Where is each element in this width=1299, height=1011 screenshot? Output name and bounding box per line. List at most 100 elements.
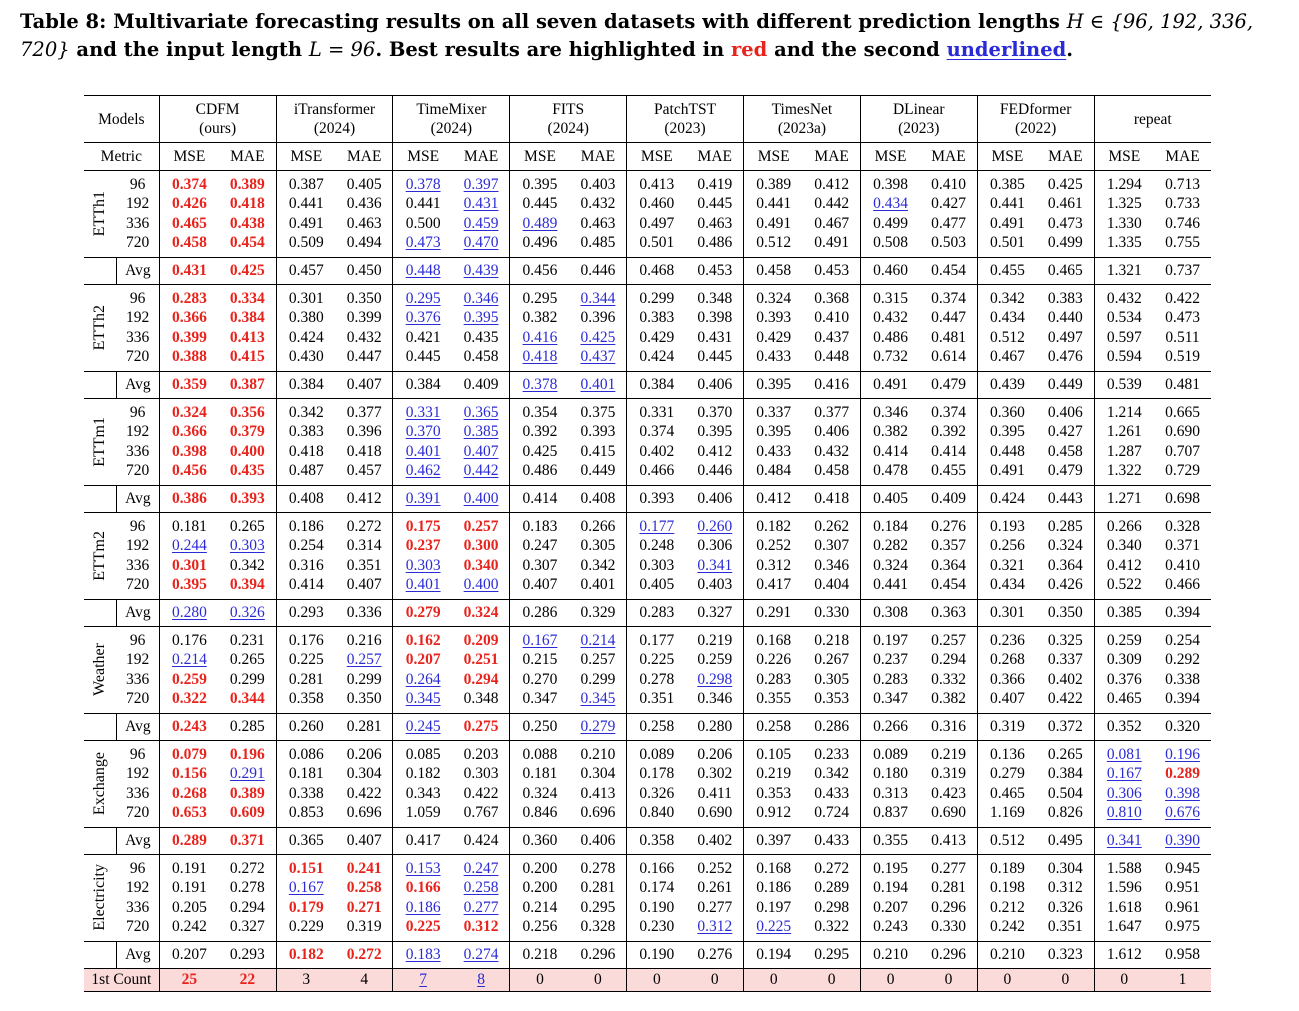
models-header-row: Models CDFM (ours) iTransformer (2024) TimeM…: [84, 95, 1211, 143]
value-text: 0.377: [346, 403, 382, 421]
value-cell: 0.346: [859, 398, 921, 423]
horizon-label: 336: [125, 670, 150, 688]
table-row: Weather 96 0.176 0.231 0.176 0.216 0.162 0.209 0…: [84, 626, 1211, 696]
value-text: 0.414: [931, 442, 966, 460]
value-text: 0.257: [346, 651, 382, 669]
value-text: 0.499: [873, 214, 908, 232]
table-row: 720 0.322 0.344 0.358 0.350 0.345 0.348 0.347 0.…: [84, 689, 1211, 714]
value-cell: 0.324: [859, 556, 921, 576]
horizon-label: 336: [125, 214, 150, 232]
value-text: 0.465: [989, 784, 1025, 802]
value-cell: 0.312: [453, 918, 510, 942]
value-cell: 0.449: [570, 462, 627, 486]
value-cell: 0.293: [219, 941, 277, 969]
value-text: 0.197: [756, 898, 792, 916]
value-text: 0.233: [814, 745, 850, 763]
value-cell: 0.346: [453, 285, 510, 309]
value-text: 0.382: [931, 690, 966, 708]
value-text: 0.316: [288, 556, 324, 574]
value-text: 0.196: [229, 745, 265, 763]
value-text: 0.458: [171, 234, 207, 252]
value-cell: 0.190: [626, 898, 687, 918]
value-text: 1.588: [1106, 859, 1142, 877]
value-cell: 0.406: [1037, 399, 1094, 423]
value-cell: 0.713: [1154, 171, 1211, 195]
value-text: 0.079: [171, 745, 207, 763]
value-cell: 0.105: [742, 740, 804, 765]
value-text: 0.389: [229, 175, 265, 193]
table-row: ETTm2 96 0.181 0.265 0.186 0.272 0.175 0.257 0.1…: [84, 512, 1211, 580]
value-cell: 0.489: [509, 214, 570, 234]
value-text: 0.207: [405, 651, 441, 669]
value-cell: 0.840: [626, 803, 687, 828]
value-text: 0.293: [229, 946, 265, 963]
value-cell: 0.441: [392, 194, 453, 214]
value-cell: 0.491: [803, 234, 860, 258]
value-text: 0.312: [463, 918, 499, 936]
value-cell: 0.324: [452, 599, 510, 627]
dataset-name: ETTh1: [91, 190, 109, 237]
value-cell: 0.395: [742, 422, 804, 442]
value-text: 0.272: [229, 859, 265, 877]
value-cell: 0.653: [158, 803, 220, 828]
value-cell: 0.402: [1037, 670, 1094, 690]
value-text: 0.272: [346, 517, 382, 535]
value-cell: 0.396: [570, 309, 627, 329]
value-text: 0.342: [989, 289, 1025, 307]
value-text: 0.376: [405, 309, 441, 327]
value-text: 1.294: [1106, 175, 1142, 193]
value-cell: 0.479: [920, 371, 978, 399]
value-cell: 0.294: [920, 651, 977, 671]
value-cell: 0.308: [859, 599, 921, 627]
value-cell: 0.394: [1154, 599, 1211, 627]
value-text: 0.265: [229, 517, 265, 535]
horizon-label: 720: [125, 462, 150, 480]
value-text: 0.193: [989, 517, 1025, 535]
value-cell: 0.405: [336, 171, 393, 195]
value-cell: 0.262: [803, 513, 860, 537]
value-text: 0.214: [580, 631, 616, 649]
value-cell: 0.277: [687, 898, 744, 918]
value-cell: 0.384: [1037, 765, 1094, 785]
value-cell: 0.400: [452, 485, 510, 513]
value-cell: 0.370: [392, 422, 453, 442]
table-row: 336 0.465 0.438 0.491 0.463 0.500 0.459 0.489 0.…: [84, 214, 1211, 234]
value-text: 0.401: [580, 376, 616, 393]
value-cell: 0.295: [509, 284, 570, 309]
value-cell: 0.350: [336, 285, 393, 309]
value-text: 0.614: [931, 348, 966, 366]
value-cell: 0.393: [626, 485, 687, 513]
value-cell: 0.403: [570, 171, 627, 195]
value-text: 0.214: [522, 898, 558, 916]
value-cell: 0.401: [569, 371, 627, 399]
value-cell: 0.306: [1093, 784, 1155, 804]
value-cell: 0.737: [1154, 257, 1211, 285]
value-cell: 0.312: [687, 918, 744, 942]
value-cell: 0.257: [570, 651, 627, 671]
value-cell: 0.178: [626, 764, 687, 784]
value-text: 0.247: [463, 859, 499, 877]
value-text: 0.278: [639, 670, 675, 688]
metric-mse-header: MSE: [859, 142, 921, 171]
table-caption: Table 8: Multivariate forecasting result…: [20, 8, 1282, 64]
value-cell: 0.387: [275, 170, 336, 195]
value-text: 0.394: [1165, 690, 1200, 708]
value-text: 1.330: [1106, 214, 1142, 232]
value-cell: 0.272: [219, 855, 276, 879]
value-cell: 0.210: [976, 941, 1038, 969]
value-cell: 0.275: [452, 713, 510, 741]
value-cell: 0.341: [687, 556, 744, 576]
value-text: 0.089: [639, 745, 675, 763]
value-cell: 0.427: [1037, 423, 1094, 443]
value-cell: 0.281: [570, 879, 627, 899]
value-text: 0.194: [756, 946, 792, 963]
metric-mae-header: MAE: [336, 142, 393, 171]
value-cell: 0.376: [1093, 670, 1155, 690]
horizon-label: 720: [125, 918, 150, 936]
value-cell: 0.304: [336, 765, 393, 785]
value-cell: 0.455: [976, 257, 1038, 285]
value-text: 0.244: [171, 537, 207, 555]
value-text: 0.431: [697, 328, 733, 346]
value-text: 0.294: [229, 898, 265, 916]
value-text: 1.271: [1106, 490, 1142, 507]
